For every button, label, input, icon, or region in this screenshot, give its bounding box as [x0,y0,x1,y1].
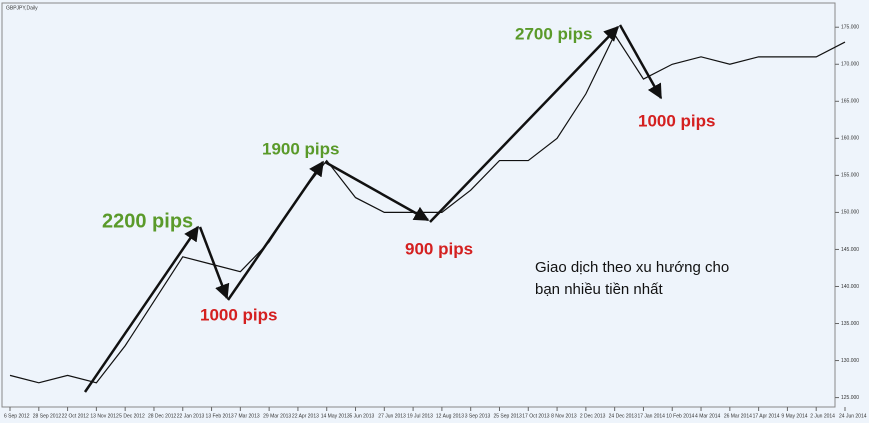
x-tick-label: 13 Nov 2012 [90,413,119,419]
x-tick-label: 13 Feb 2013 [206,413,234,419]
arrow [83,225,200,393]
y-tick-label: 135.000 [841,321,859,327]
x-tick-label: 22 Oct 2012 [62,413,89,419]
x-tick-label: 6 Sep 2012 [4,413,30,419]
annotation: 1000 pips [200,305,278,324]
x-tick-label: 24 Dec 2013 [609,413,638,419]
annotation: 1000 pips [638,111,716,130]
x-tick-label: 22 Apr 2013 [292,413,319,419]
x-tick-label: 24 Jun 2014 [839,413,867,419]
x-tick-label: 25 Sep 2013 [493,413,522,419]
annotation: 1900 pips [262,139,340,158]
x-tick-label: 8 Nov 2013 [551,413,577,419]
x-tick-label: 26 Mar 2014 [724,413,752,419]
x-tick-label: 5 Dec 2012 [119,413,145,419]
y-tick-label: 130.000 [841,358,859,364]
x-tick-label: 17 Oct 2013 [522,413,549,419]
y-tick-label: 140.000 [841,284,859,290]
y-tick-label: 125.000 [841,395,859,401]
arrow [324,160,430,222]
chart-title: GBPJPY,Daily [6,5,38,11]
x-tick-label: 3 Sep 2013 [465,413,491,419]
x-tick-label: 28 Dec 2012 [148,413,177,419]
x-tick-label: 29 Mar 2013 [263,413,291,419]
annotation: 900 pips [405,239,473,258]
y-tick-label: 150.000 [841,210,859,216]
x-tick-label: 17 Apr 2014 [753,413,780,419]
annotation: 2200 pips [102,210,193,232]
price-line [9,33,846,384]
x-tick-label: 27 Jun 2013 [378,413,406,419]
y-tick-label: 175.000 [841,25,859,31]
y-tick-label: 165.000 [841,99,859,105]
annotation: Giao dịch theo xu hướng cho [535,259,729,276]
x-tick-label: 5 Jun 2013 [350,413,375,419]
x-tick-label: 17 Jan 2014 [637,413,665,419]
arrow [618,24,663,100]
x-tick-label: 10 Feb 2014 [666,413,694,419]
x-tick-label: 12 Aug 2013 [436,413,464,419]
y-tick-label: 155.000 [841,173,859,179]
arrow [429,25,620,223]
annotation: bạn nhiều tiền nhất [535,281,663,298]
x-tick-label: 2 Dec 2013 [580,413,606,419]
x-tick-label: 14 May 2013 [321,413,350,419]
x-tick-label: 28 Sep 2012 [33,413,62,419]
y-tick-label: 145.000 [841,247,859,253]
y-tick-label: 170.000 [841,62,859,68]
x-tick-label: 9 May 2014 [781,413,807,419]
annotation: 2700 pips [515,24,593,43]
x-tick-label: 7 Mar 2013 [234,413,260,419]
arrow [198,226,230,300]
x-tick-label: 4 Mar 2014 [695,413,721,419]
y-tick-label: 160.000 [841,136,859,142]
plot-frame [1,2,836,408]
x-tick-label: 22 Jan 2013 [177,413,205,419]
x-tick-label: 19 Jul 2013 [407,413,433,419]
x-tick-label: 2 Jun 2014 [810,413,835,419]
trend-arrows [83,24,663,393]
